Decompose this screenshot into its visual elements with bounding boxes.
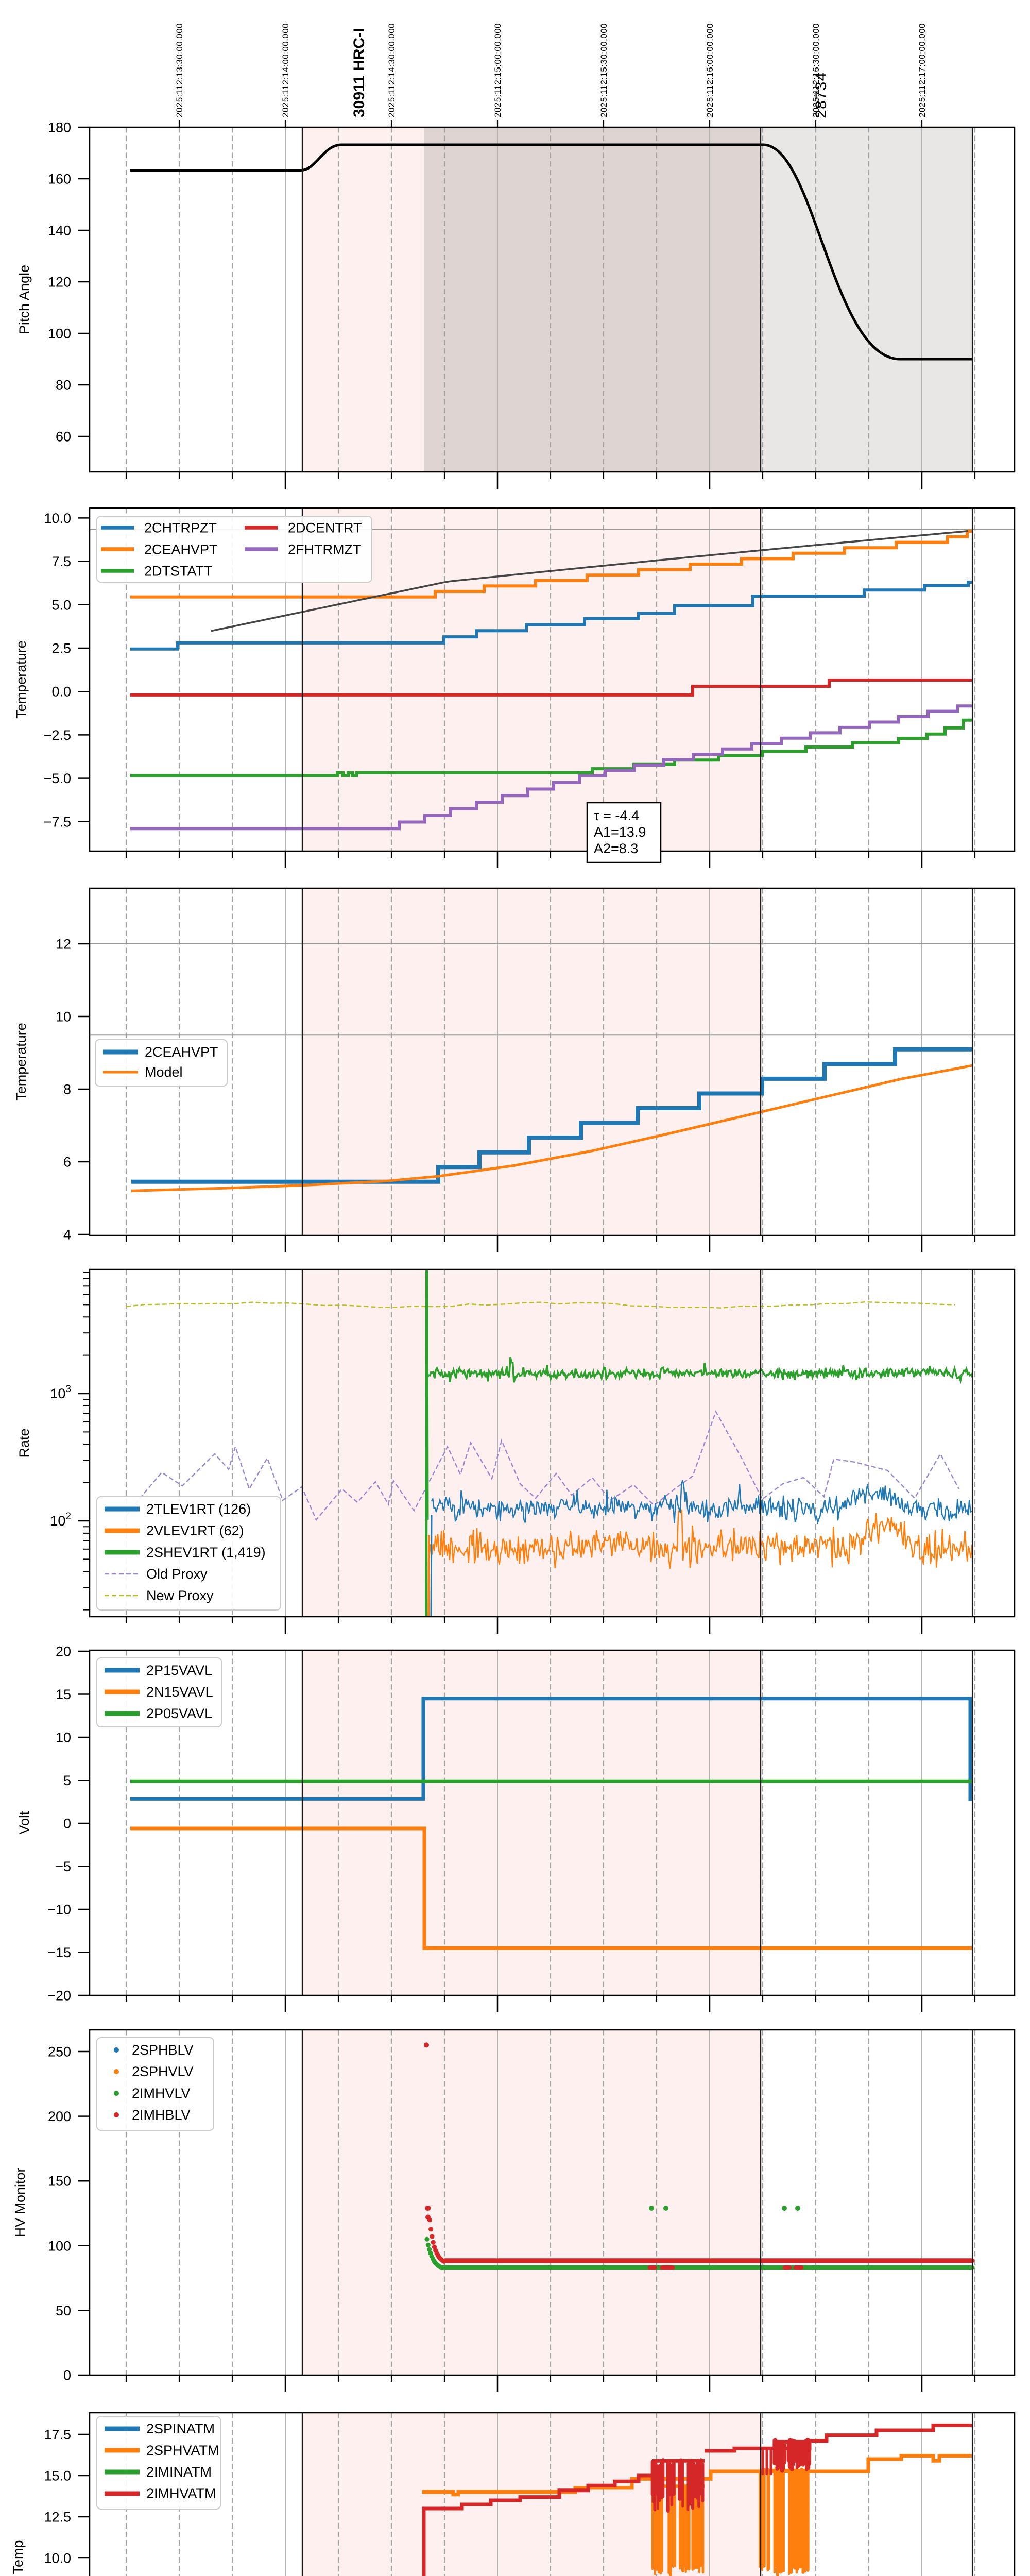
svg-text:Temperature: Temperature [13,1023,29,1101]
svg-text:2025:112:15:00:00.000: 2025:112:15:00:00.000 [493,23,503,117]
svg-text:2SPINATM: 2SPINATM [146,2421,215,2436]
svg-text:2SPHVATM: 2SPHVATM [146,2443,219,2458]
svg-text:28734: 28734 [813,72,830,118]
svg-text:80: 80 [56,378,71,393]
svg-text:−7.5: −7.5 [44,814,71,829]
svg-text:2VLEV1RT (62): 2VLEV1RT (62) [146,1523,244,1538]
svg-text:2CEAHVPT: 2CEAHVPT [144,542,218,557]
svg-text:2025:112:14:30:00.000: 2025:112:14:30:00.000 [387,23,397,117]
svg-text:New Proxy: New Proxy [146,1588,214,1603]
svg-text:Model: Model [145,1064,183,1080]
svg-text:2025:112:15:30:00.000: 2025:112:15:30:00.000 [599,23,609,117]
svg-text:A2=8.3: A2=8.3 [594,841,638,856]
svg-text:30911 HRC-I: 30911 HRC-I [351,28,368,117]
svg-text:2DCENTRT: 2DCENTRT [288,520,362,536]
svg-text:0: 0 [63,2368,71,2383]
svg-text:2IMHVLV: 2IMHVLV [132,2086,191,2101]
svg-text:2N15VAVL: 2N15VAVL [146,1684,213,1700]
svg-text:180: 180 [48,120,71,135]
svg-text:15: 15 [56,1687,71,1702]
svg-text:Rate: Rate [16,1428,32,1458]
svg-text:100: 100 [48,326,71,342]
svg-text:2IMHVATM: 2IMHVATM [146,2486,216,2501]
svg-text:160: 160 [48,172,71,187]
svg-text:200: 200 [48,2109,71,2124]
svg-text:2SPHVLV: 2SPHVLV [132,2064,194,2079]
svg-text:−15: −15 [47,1945,71,1960]
svg-text:0: 0 [63,1816,71,1832]
svg-text:2025:112:16:00:00.000: 2025:112:16:00:00.000 [705,23,715,117]
svg-text:0.0: 0.0 [52,684,71,700]
svg-text:100: 100 [48,2238,71,2253]
svg-text:2025:112:13:30:00.000: 2025:112:13:30:00.000 [175,23,184,117]
svg-text:20: 20 [56,1644,71,1659]
svg-text:2.5: 2.5 [52,641,71,656]
svg-text:Detector Temp: Detector Temp [10,2540,26,2576]
svg-text:5: 5 [63,1773,71,1788]
svg-text:−5.0: −5.0 [44,771,71,786]
svg-text:−5: −5 [55,1859,71,1874]
svg-text:2P15VAVL: 2P15VAVL [146,1663,212,1678]
svg-text:−2.5: −2.5 [44,727,71,743]
svg-text:150: 150 [48,2174,71,2189]
svg-text:2IMINATM: 2IMINATM [146,2464,212,2480]
svg-text:Temperature: Temperature [13,640,29,719]
svg-text:15.0: 15.0 [44,2468,71,2484]
svg-text:50: 50 [56,2303,71,2318]
svg-text:2P05VAVL: 2P05VAVL [146,1706,212,1721]
svg-text:2SPHBLV: 2SPHBLV [132,2042,194,2058]
svg-text:250: 250 [48,2044,71,2060]
svg-text:2025:112:17:00:00.000: 2025:112:17:00:00.000 [917,23,927,117]
svg-text:2025:112:16:30:00.000: 2025:112:16:30:00.000 [811,23,821,117]
svg-text:5.0: 5.0 [52,597,71,613]
svg-text:6: 6 [63,1155,71,1170]
svg-text:Volt: Volt [16,1811,32,1835]
svg-text:2SHEV1RT (1,419): 2SHEV1RT (1,419) [146,1545,266,1560]
svg-text:10: 10 [56,1730,71,1745]
svg-text:2FHTRMZT: 2FHTRMZT [288,542,361,557]
svg-text:12: 12 [56,937,71,952]
svg-text:8: 8 [63,1082,71,1097]
svg-text:τ = -4.4: τ = -4.4 [594,808,639,823]
svg-text:2IMHBLV: 2IMHBLV [132,2107,191,2123]
svg-text:60: 60 [56,429,71,445]
svg-text:Pitch Angle: Pitch Angle [16,265,32,334]
svg-text:2025:112:14:00:00.000: 2025:112:14:00:00.000 [281,23,290,117]
svg-text:2CHTRPZT: 2CHTRPZT [144,520,217,536]
svg-text:−10: −10 [47,1902,71,1918]
svg-text:A1=13.9: A1=13.9 [594,824,646,840]
svg-text:10: 10 [56,1009,71,1025]
svg-text:2DTSTATT: 2DTSTATT [144,564,213,579]
svg-text:2CEAHVPT: 2CEAHVPT [145,1044,218,1060]
svg-text:7.5: 7.5 [52,554,71,569]
svg-text:120: 120 [48,275,71,290]
svg-text:Old Proxy: Old Proxy [146,1566,208,1582]
svg-text:12.5: 12.5 [44,2510,71,2525]
svg-text:HV Monitor: HV Monitor [12,2167,28,2237]
svg-text:10.0: 10.0 [44,511,71,526]
svg-text:−20: −20 [47,1988,71,2004]
svg-text:140: 140 [48,223,71,239]
svg-text:10.0: 10.0 [44,2551,71,2566]
svg-text:2TLEV1RT (126): 2TLEV1RT (126) [146,1501,251,1517]
svg-text:4: 4 [63,1227,71,1243]
svg-text:17.5: 17.5 [44,2427,71,2443]
